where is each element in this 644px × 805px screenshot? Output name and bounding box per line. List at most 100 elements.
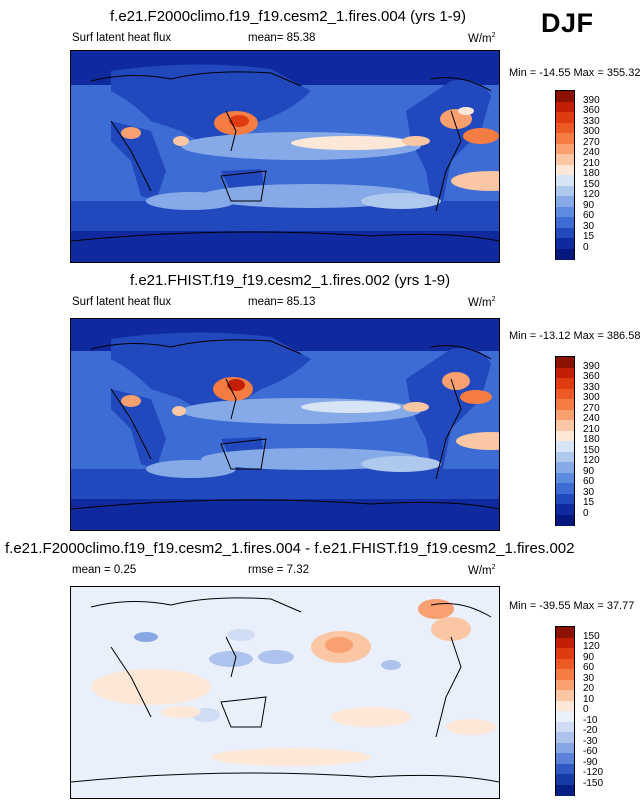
colorbar-segment (556, 679, 574, 691)
colorbar-segment (556, 91, 574, 102)
colorbar-tick-label: 270 (583, 136, 600, 148)
colorbar-tick-label: 150 (583, 444, 600, 456)
colorbar-tick-label: 0 (583, 241, 589, 253)
colorbar-tick-label: 90 (583, 465, 595, 477)
colorbar-segment (556, 711, 574, 722)
panel-3-units: W/m2 (468, 564, 496, 577)
colorbar-tick-label: 240 (583, 413, 600, 424)
colorbar-segment (556, 133, 574, 144)
colorbar-tick-label: 360 (583, 105, 600, 116)
panel-2-map-field (71, 319, 499, 530)
colorbar-segment (556, 483, 574, 494)
panel-3-map-field (71, 587, 499, 798)
colorbar-tick-label: 120 (583, 455, 600, 466)
colorbar-segment (556, 409, 574, 421)
colorbar-segment (556, 388, 574, 400)
panel-1-title: f.e21.F2000climo.f19_f19.cesm2_1.fires.0… (110, 8, 467, 25)
panel-3-rmse: rmse = 7.32 (248, 564, 310, 576)
colorbar-segment (556, 248, 574, 260)
colorbar-tick-label: 180 (583, 434, 600, 445)
panel-3-title: f.e21.F2000climo.f19_f19.cesm2_1.fires.0… (5, 540, 575, 557)
colorbar-segment (556, 357, 574, 368)
colorbar-tick-label: 20 (583, 683, 595, 694)
colorbar-tick-label: 390 (583, 360, 600, 372)
colorbar-segment (556, 637, 574, 649)
panel-3-map (70, 586, 500, 799)
colorbar-segment (556, 206, 574, 218)
season-label: DJF (541, 8, 594, 38)
colorbar-segment (556, 514, 574, 526)
colorbar-segment (556, 753, 574, 764)
colorbar-segment (556, 690, 574, 701)
colorbar-tick-label: -150 (583, 777, 604, 789)
colorbar-tick-label: 120 (583, 641, 600, 652)
colorbar-tick-label: 30 (583, 672, 595, 684)
colorbar-segment (556, 784, 574, 796)
panel-1-variable: Surf latent heat flux (72, 32, 172, 44)
colorbar-tick-label: 210 (583, 423, 600, 435)
colorbar-tick-label: 330 (583, 381, 600, 393)
colorbar-tick-label: 390 (583, 94, 600, 106)
colorbar-tick-label: 120 (583, 189, 600, 200)
panel-1-minmax: Min = -14.55 Max = 355.32 (509, 67, 641, 79)
colorbar-tick-label: 90 (583, 651, 595, 663)
colorbar-segment (556, 101, 574, 113)
colorbar-segment (556, 196, 574, 207)
colorbar-segment (556, 238, 574, 249)
colorbar-tick-label: 210 (583, 157, 600, 169)
colorbar-tick-label: 150 (583, 630, 600, 642)
colorbar-segment (556, 669, 574, 680)
colorbar-segment (556, 648, 574, 659)
panel-2-minmax: Min = -13.12 Max = 386.58 (509, 330, 641, 342)
panel-1-mean: mean= 85.38 (248, 32, 316, 44)
colorbar-tick-label: 10 (583, 693, 595, 705)
panel-2-units: W/m2 (468, 296, 496, 309)
colorbar-tick-label: -10 (583, 714, 598, 726)
panel-2-map (70, 318, 500, 531)
panel-1-map (70, 50, 500, 263)
panel-3-colorbar (555, 626, 575, 796)
colorbar-tick-label: -120 (583, 767, 604, 778)
colorbar-segment (556, 122, 574, 134)
colorbar-segment (556, 732, 574, 743)
colorbar-tick-label: 300 (583, 392, 600, 403)
colorbar-tick-label: 270 (583, 402, 600, 414)
colorbar-tick-label: 30 (583, 486, 595, 498)
colorbar-segment (556, 763, 574, 775)
panel-3-colorbar-labels: 150 120 90 60 30 20 10 0 -10 -20 -30 -60 -90 -120 -150 (583, 626, 623, 796)
panel-2-title: f.e21.FHIST.f19_f19.cesm2_1.fires.002 (y… (130, 272, 451, 289)
colorbar-tick-label: 180 (583, 168, 600, 179)
colorbar-tick-label: 60 (583, 476, 595, 487)
colorbar-tick-label: 300 (583, 126, 600, 137)
colorbar-segment (556, 399, 574, 410)
colorbar-tick-label: 60 (583, 662, 595, 673)
colorbar-tick-label: 330 (583, 115, 600, 127)
colorbar-tick-label: -90 (583, 756, 598, 768)
panel-1-units: W/m2 (468, 32, 496, 45)
colorbar-segment (556, 112, 574, 123)
colorbar-tick-label: 0 (583, 704, 589, 715)
colorbar-segment (556, 504, 574, 515)
colorbar-segment (556, 227, 574, 239)
panel-1-colorbar (555, 90, 575, 260)
colorbar-tick-label: 15 (583, 497, 595, 508)
panel-2-colorbar-labels: 390 360 330 300 270 240 210 180 150 120 90 60 30 15 0 (583, 356, 623, 526)
colorbar-segment (556, 658, 574, 670)
colorbar-segment (556, 217, 574, 228)
panel-1-colorbar-labels: 390 360 330 300 270 240 210 180 150 120 90 60 30 15 0 (583, 90, 623, 260)
panel-2-variable: Surf latent heat flux (72, 296, 172, 308)
colorbar-tick-label: -30 (583, 735, 598, 747)
panel-1-map-field (71, 51, 499, 262)
panel-3-mean: mean = 0.25 (72, 564, 137, 576)
colorbar-segment (556, 700, 574, 712)
colorbar-tick-label: 30 (583, 220, 595, 232)
colorbar-tick-label: 360 (583, 371, 600, 382)
colorbar-segment (556, 175, 574, 186)
colorbar-segment (556, 420, 574, 431)
colorbar-tick-label: 15 (583, 231, 595, 242)
colorbar-segment (556, 367, 574, 379)
colorbar-tick-label: 240 (583, 147, 600, 158)
colorbar-segment (556, 472, 574, 484)
colorbar-segment (556, 493, 574, 505)
colorbar-segment (556, 742, 574, 754)
